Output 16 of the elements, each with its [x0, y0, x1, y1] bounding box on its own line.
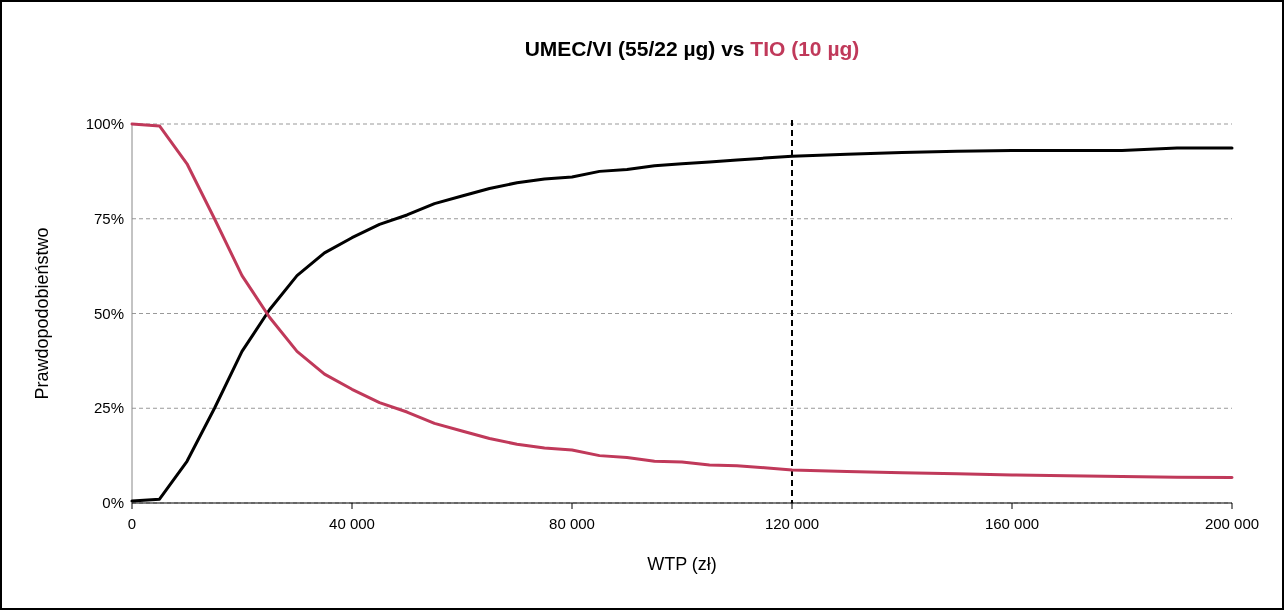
- chart-title: vs: [721, 37, 745, 60]
- y-tick-label: 0%: [102, 494, 124, 511]
- y-axis-title: Prawdopodobieństwo: [32, 227, 52, 400]
- x-tick-label: 80 000: [549, 515, 595, 532]
- x-tick-label: 0: [127, 515, 137, 532]
- x-tick-label: 120 000: [764, 515, 820, 532]
- text: TIO (10 µg): [750, 37, 860, 60]
- x-axis-title: WTP (zł): [647, 554, 717, 574]
- x-tick-label: 40 000: [329, 515, 375, 532]
- x-tick-label: 200 000: [1204, 515, 1260, 532]
- y-tick-label: 75%: [93, 209, 124, 227]
- y-tick-label: 25%: [93, 399, 124, 417]
- x-tick-label: 160 000: [984, 515, 1040, 532]
- y-tick-label: 50%: [93, 304, 124, 322]
- y-tick-label: 100%: [85, 115, 124, 132]
- text: UMEC/VI (55/22 µg): [524, 37, 716, 60]
